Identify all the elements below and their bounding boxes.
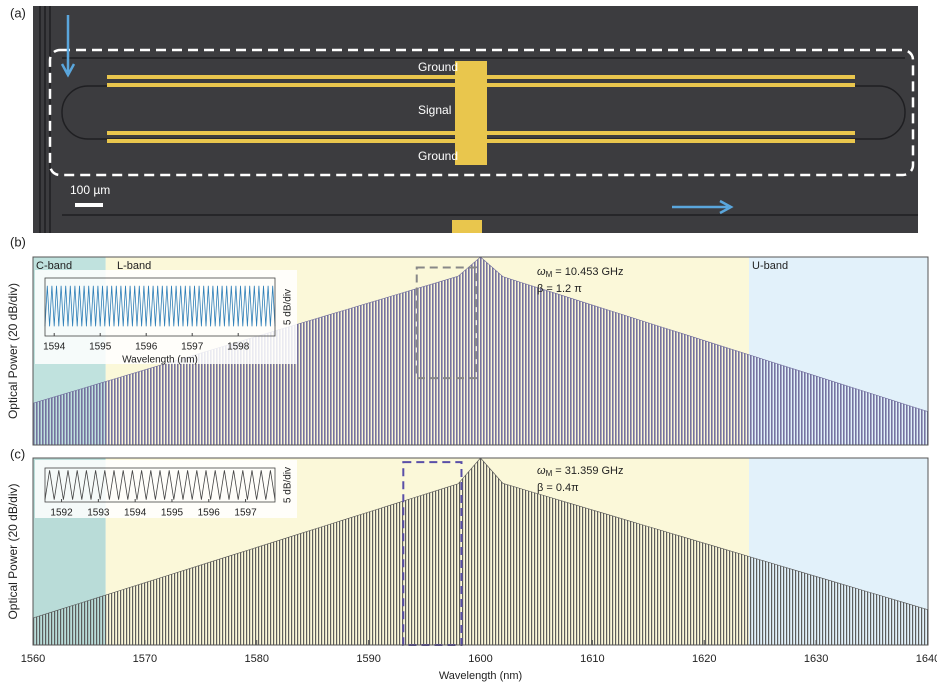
inset-x-label: Wavelength (nm) <box>122 355 198 366</box>
inset-x-tick-label: 1598 <box>227 342 250 353</box>
inset-x-tick-label: 1596 <box>198 508 221 519</box>
inset-x-tick-label: 1597 <box>234 508 257 519</box>
x-tick-label: 1580 <box>245 653 269 665</box>
panel-label: (c) <box>10 446 25 461</box>
zoom-box <box>415 266 478 380</box>
annotation-subscript: M <box>546 469 553 478</box>
annotation: β = 0.4π <box>537 482 579 494</box>
inset-y-label: 5 dB/div <box>283 289 294 325</box>
inset-y-label: 5 dB/div <box>283 467 294 503</box>
electrode-label: Signal <box>418 103 451 117</box>
output-arrow <box>672 199 734 215</box>
annotation-text: β = 1.2 π <box>537 283 582 295</box>
inset-frame <box>44 467 276 503</box>
inset-line <box>44 285 276 327</box>
zoom-box <box>402 461 463 646</box>
bus-waveguide <box>62 57 918 216</box>
x-tick-label: 1610 <box>580 653 604 665</box>
band-label: L-band <box>117 260 151 272</box>
band-label: C-band <box>36 260 72 272</box>
electrode-pad <box>455 61 487 165</box>
x-tick-label: 1640 <box>916 653 937 665</box>
electrode-label: Ground <box>418 60 458 74</box>
annotation-text: = 10.453 GHz <box>552 266 623 278</box>
x-tick-label: 1570 <box>133 653 157 665</box>
inset-background <box>35 270 297 364</box>
inset-x-tick-label: 1594 <box>124 508 147 519</box>
annotation: ωM = 31.359 GHz <box>537 465 624 478</box>
inset-x-tick-label: 1594 <box>43 342 66 353</box>
inset-x-tick-label: 1596 <box>135 342 158 353</box>
scale-bar <box>75 203 103 207</box>
panel-label: (a) <box>10 5 26 20</box>
y-axis-label: Optical Power (20 dB/div) <box>6 283 20 419</box>
electrode-pad <box>452 220 482 233</box>
band-label: U-band <box>752 260 788 272</box>
micrograph: Ground Signal Ground 100 µm <box>33 6 918 233</box>
inset-x-tick-label: 1592 <box>50 508 73 519</box>
spectrum-area <box>32 457 929 646</box>
annotation-symbol: ω <box>537 465 546 477</box>
annotation-symbol: ω <box>537 266 546 278</box>
inset-x-tick-label: 1595 <box>161 508 184 519</box>
y-axis-label: Optical Power (20 dB/div) <box>6 483 20 619</box>
highlight-box <box>48 48 915 177</box>
annotation-text: β = 0.4π <box>537 482 579 494</box>
x-tick-label: 1630 <box>804 653 828 665</box>
annotation-text: = 31.359 GHz <box>552 465 623 477</box>
inset-line <box>44 470 276 500</box>
plot-frame <box>32 256 929 446</box>
panel-label: (b) <box>10 234 26 249</box>
annotation: β = 1.2 π <box>537 283 582 295</box>
x-axis-label: Wavelength (nm) <box>439 670 522 682</box>
inset-x-tick-label: 1597 <box>181 342 204 353</box>
inset-x-tick-label: 1593 <box>87 508 110 519</box>
x-tick-label: 1620 <box>692 653 716 665</box>
electrode-label: Ground <box>418 149 458 163</box>
x-tick-label: 1560 <box>21 653 45 665</box>
input-arrow <box>60 15 76 78</box>
scale-bar-label: 100 µm <box>70 183 110 197</box>
x-tick-label: 1590 <box>356 653 380 665</box>
x-tick-label: 1600 <box>468 653 492 665</box>
annotation-subscript: M <box>546 270 553 279</box>
inset-frame <box>44 277 276 337</box>
inset-x-tick-label: 1595 <box>89 342 112 353</box>
annotation: ωM = 10.453 GHz <box>537 266 624 279</box>
